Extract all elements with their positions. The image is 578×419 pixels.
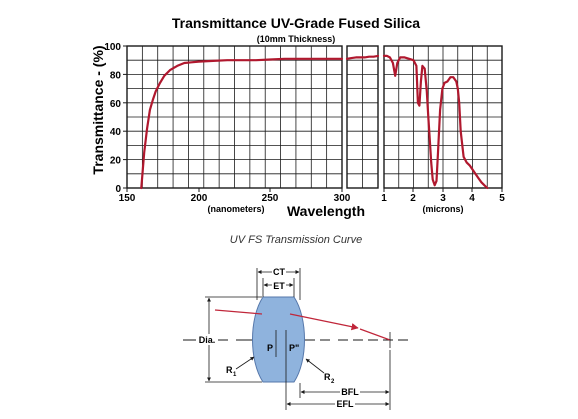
chart-caption: UV FS Transmission Curve bbox=[230, 234, 362, 246]
dia-label-bg bbox=[196, 334, 218, 345]
lens-diagram: CT ET Dia. P P" R 1 R 2 BFL bbox=[183, 266, 408, 410]
x-tick-label: 300 bbox=[334, 193, 351, 204]
transmission-curve bbox=[382, 54, 489, 190]
y-tick-label: 80 bbox=[110, 70, 122, 81]
bfl-label-bg bbox=[340, 386, 360, 397]
r1-label: R bbox=[226, 365, 233, 375]
x-tick-label: 250 bbox=[262, 193, 279, 204]
ct-label: CT bbox=[273, 267, 285, 277]
r1-leader bbox=[235, 356, 255, 370]
efl-label-bg bbox=[335, 398, 355, 409]
y-tick-label: 20 bbox=[110, 156, 122, 167]
refracted-ray bbox=[289, 313, 359, 331]
chart-panel-3: 1 2 3 4 5 (microns) bbox=[381, 45, 505, 214]
x-tick-label: 2 bbox=[410, 193, 416, 204]
x-axis-label: Wavelength bbox=[287, 203, 365, 219]
x-unit-label: (nanometers) bbox=[207, 204, 264, 214]
x-tick-label: 200 bbox=[191, 193, 208, 204]
transmission-curve bbox=[140, 57, 344, 190]
refracted-ray bbox=[359, 328, 391, 341]
chart-subtitle: (10mm Thickness) bbox=[257, 34, 336, 44]
et-label-bg bbox=[272, 280, 286, 290]
p-prime-label: P" bbox=[289, 343, 299, 353]
r2-label: R bbox=[324, 372, 331, 382]
transmittance-chart: Transmittance UV-Grade Fused Silica (10m… bbox=[90, 15, 505, 246]
chart-panel-1: 150 200 250 300 (nanometers) bbox=[119, 45, 351, 214]
transmission-curve bbox=[345, 54, 380, 60]
r2-leader bbox=[305, 358, 325, 374]
y-tick-label: 40 bbox=[110, 127, 122, 138]
plot-frame bbox=[346, 45, 379, 189]
ct-label-bg bbox=[272, 266, 286, 276]
r2-subscript: 2 bbox=[331, 379, 335, 385]
r1-subscript: 1 bbox=[233, 372, 237, 378]
x-tick-label: 150 bbox=[119, 193, 136, 204]
y-tick-label: 100 bbox=[104, 42, 121, 53]
x-tick-label: 3 bbox=[440, 193, 446, 204]
et-label: ET bbox=[273, 281, 285, 291]
x-unit-label: (microns) bbox=[422, 204, 463, 214]
x-tick-label: 1 bbox=[381, 193, 387, 204]
y-tick-label: 0 bbox=[115, 184, 121, 195]
x-tick-label: 5 bbox=[499, 193, 505, 204]
bfl-label: BFL bbox=[341, 387, 359, 397]
efl-label: EFL bbox=[337, 399, 355, 409]
chart-panel-2 bbox=[345, 45, 380, 189]
p-label: P bbox=[267, 343, 273, 353]
chart-panels: 150 200 250 300 (nanometers) 1 2 3 4 5 (microns) 0 2… bbox=[104, 42, 505, 214]
incident-ray bbox=[214, 309, 263, 315]
dia-label: Dia. bbox=[199, 335, 216, 345]
plot-frame bbox=[126, 45, 343, 189]
chart-title: Transmittance UV-Grade Fused Silica bbox=[172, 15, 420, 31]
x-tick-label: 4 bbox=[469, 193, 475, 204]
biconvex-lens bbox=[252, 296, 305, 383]
y-axis-label: Transmittance - (%) bbox=[90, 45, 106, 174]
y-tick-label: 60 bbox=[110, 99, 122, 110]
